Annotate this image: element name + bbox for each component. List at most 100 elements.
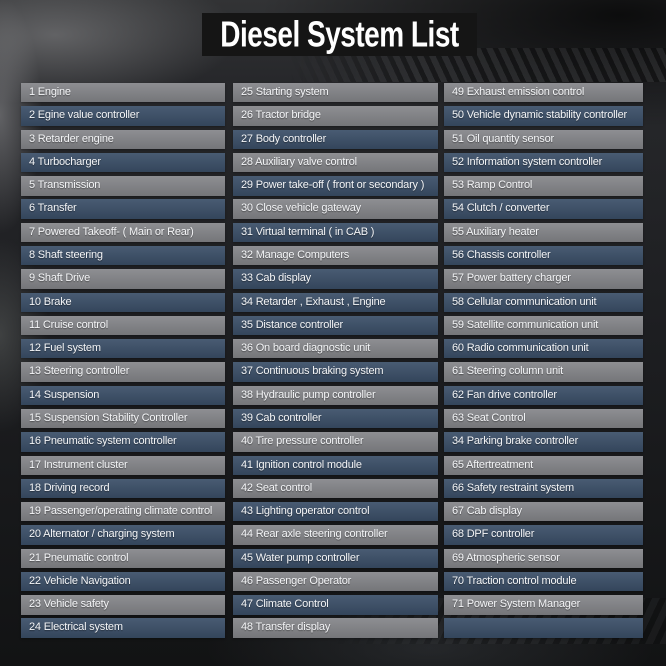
list-item[interactable]: 45 Water pump controller (233, 548, 438, 569)
list-item[interactable]: 34 Retarder , Exhaust , Engine (233, 292, 438, 312)
list-item[interactable]: 48 Transfer display (233, 618, 438, 638)
list-item[interactable]: 69 Atmospheric sensor (444, 548, 643, 569)
list-item[interactable]: 5 Transmission (21, 176, 225, 196)
list-item-label: 35 Distance controller (241, 318, 343, 331)
list-item[interactable]: 19 Passenger/operating climate control (21, 502, 225, 522)
list-item[interactable]: 61 Steering column unit (444, 362, 643, 382)
list-item[interactable]: 18 Driving record (21, 478, 225, 499)
list-item-label: 34 Parking brake controller (452, 435, 579, 448)
list-item[interactable]: 42 Seat control (233, 478, 438, 499)
list-item[interactable]: 44 Rear axle steering controller (233, 525, 438, 545)
list-item[interactable]: 31 Virtual terminal ( in CAB ) (233, 222, 438, 243)
list-item-label: 6 Transfer (29, 202, 77, 215)
list-item[interactable]: 52 Information system controller (444, 152, 643, 173)
list-item-label: 11 Cruise control (29, 318, 108, 331)
list-item[interactable]: 60 Radio communication unit (444, 339, 643, 359)
list-item[interactable]: 1 Engine (21, 83, 225, 103)
list-item[interactable]: 11 Cruise control (21, 315, 225, 336)
list-item[interactable]: 22 Vehicle Navigation (21, 571, 225, 592)
list-item[interactable]: 33 Cab display (233, 269, 438, 289)
list-item[interactable]: 63 Seat Control (444, 408, 643, 429)
list-item[interactable]: 9 Shaft Drive (21, 269, 225, 289)
list-item[interactable]: 17 Instrument cluster (21, 455, 225, 475)
list-item[interactable]: 8 Shaft steering (21, 245, 225, 266)
list-item[interactable]: 6 Transfer (21, 199, 225, 219)
list-item[interactable]: 68 DPF controller (444, 525, 643, 545)
list-item[interactable]: 20 Alternator / charging system (21, 525, 225, 545)
list-item[interactable]: 41 Ignition control module (233, 455, 438, 475)
list-item[interactable]: 2 Egine value controller (21, 106, 225, 126)
list-item[interactable]: 70 Traction control module (444, 571, 643, 592)
list-item-label: 67 Cab display (452, 505, 522, 518)
list-item[interactable]: 62 Fan drive controller (444, 385, 643, 406)
list-item[interactable]: 13 Steering controller (21, 362, 225, 382)
list-item[interactable]: 15 Suspension Stability Controller (21, 408, 225, 429)
list-item-label: 28 Auxiliary valve control (241, 155, 357, 168)
list-item[interactable]: 54 Clutch / converter (444, 199, 643, 219)
list-item[interactable]: 49 Exhaust emission control (444, 83, 643, 103)
list-item-label: 8 Shaft steering (29, 248, 103, 261)
list-item-label: 62 Fan drive controller (452, 388, 557, 401)
list-item[interactable]: 7 Powered Takeoff- ( Main or Rear) (21, 222, 225, 243)
list-item[interactable]: 39 Cab controller (233, 408, 438, 429)
list-item[interactable]: 29 Power take-off ( front or secondary ) (233, 176, 438, 196)
list-item[interactable]: 37 Continuous braking system (233, 362, 438, 382)
list-item[interactable]: 35 Distance controller (233, 315, 438, 336)
list-item[interactable]: 12 Fuel system (21, 339, 225, 359)
list-item[interactable]: 27 Body controller (233, 129, 438, 149)
list-item[interactable]: 67 Cab display (444, 502, 643, 522)
list-item[interactable]: 50 Vehicle dynamic stability controller (444, 106, 643, 126)
list-item[interactable]: 47 Climate Control (233, 595, 438, 615)
list-item-label: 50 Vehicle dynamic stability controller (452, 109, 628, 122)
list-item[interactable]: 66 Safety restraint system (444, 478, 643, 499)
list-item-label: 56 Chassis controller (452, 248, 551, 261)
list-item[interactable]: 38 Hydraulic pump controller (233, 385, 438, 406)
list-item[interactable]: 24 Electrical system (21, 618, 225, 638)
list-item-label: 42 Seat control (241, 481, 312, 494)
list-item[interactable]: 4 Turbocharger (21, 152, 225, 173)
list-item[interactable]: 43 Lighting operator control (233, 502, 438, 522)
list-item-label: 26 Tractor bridge (241, 109, 321, 122)
list-item[interactable]: 53 Ramp Control (444, 176, 643, 196)
list-item[interactable]: 56 Chassis controller (444, 245, 643, 266)
list-item[interactable]: 51 Oil quantity sensor (444, 129, 643, 149)
list-item-label: 60 Radio communication unit (452, 342, 589, 355)
list-item-label: 52 Information system controller (452, 155, 603, 168)
list-item[interactable]: 30 Close vehicle gateway (233, 199, 438, 219)
list-column-3: 49 Exhaust emission control 50 Vehicle dy… (444, 83, 643, 638)
list-item[interactable]: 32 Manage Computers (233, 245, 438, 266)
list-item[interactable]: 59 Satellite communication unit (444, 315, 643, 336)
list-item-label: 53 Ramp Control (452, 179, 533, 192)
list-item[interactable]: 46 Passenger Operator (233, 571, 438, 592)
list-item-label: 58 Cellular communication unit (452, 295, 597, 308)
list-item[interactable]: 3 Retarder engine (21, 129, 225, 149)
list-item-label: 22 Vehicle Navigation (29, 574, 131, 587)
list-item-label: 1 Engine (29, 86, 71, 98)
list-item-label: 45 Water pump controller (241, 551, 360, 564)
list-item[interactable]: 23 Vehicle safety (21, 595, 225, 615)
list-item-label: 29 Power take-off ( front or secondary ) (241, 179, 425, 192)
list-item[interactable]: 10 Brake (21, 292, 225, 312)
list-item[interactable]: 34 Parking brake controller (444, 432, 643, 452)
page-title: Diesel System List (220, 14, 459, 54)
list-item-label: 21 Pneumatic control (29, 551, 129, 564)
list-item[interactable]: 28 Auxiliary valve control (233, 152, 438, 173)
list-item[interactable]: 58 Cellular communication unit (444, 292, 643, 312)
list-item[interactable]: 25 Starting system (233, 83, 438, 103)
list-item-label: 12 Fuel system (29, 342, 101, 355)
list-item[interactable]: 40 Tire pressure controller (233, 432, 438, 452)
list-item-label: 18 Driving record (29, 481, 110, 494)
list-item-label: 19 Passenger/operating climate control (29, 505, 213, 518)
list-item[interactable]: 21 Pneumatic control (21, 548, 225, 569)
list-item[interactable]: 55 Auxiliary heater (444, 222, 643, 243)
list-item[interactable]: 16 Pneumatic system controller (21, 432, 225, 452)
list-item-label: 44 Rear axle steering controller (241, 528, 388, 541)
list-item-label: 63 Seat Control (452, 411, 526, 424)
list-item[interactable]: 14 Suspension (21, 385, 225, 406)
list-item[interactable]: 57 Power battery charger (444, 269, 643, 289)
list-item[interactable]: 26 Tractor bridge (233, 106, 438, 126)
list-item[interactable]: 36 On board diagnostic unit (233, 339, 438, 359)
list-item-label: 23 Vehicle safety (29, 598, 109, 611)
list-item[interactable]: 65 Aftertreatment (444, 455, 643, 475)
list-item[interactable]: 71 Power System Manager (444, 595, 643, 615)
